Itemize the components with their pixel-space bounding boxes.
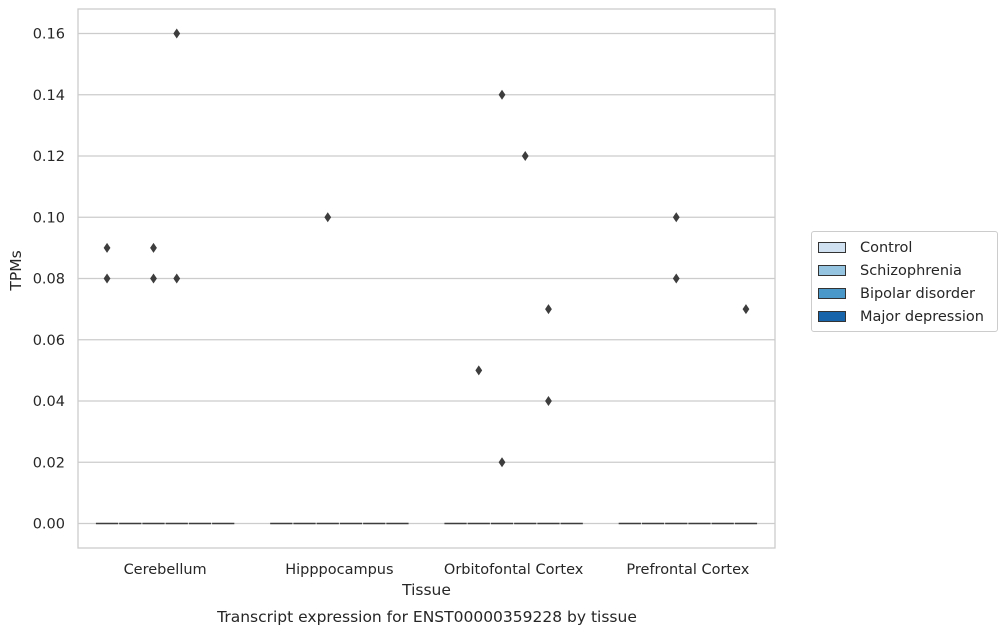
x-axis-label: Tissue: [401, 581, 451, 599]
legend-swatch: [818, 288, 846, 299]
y-tick-label: 0.10: [33, 210, 65, 226]
y-tick-label: 0.06: [33, 333, 65, 349]
legend-label: Bipolar disorder: [860, 285, 975, 302]
outlier-point: [103, 273, 111, 284]
outlier-point: [672, 212, 680, 223]
legend-swatch: [818, 311, 846, 322]
x-tick-label: Cerebellum: [124, 562, 207, 578]
y-tick-label: 0.12: [33, 149, 65, 165]
y-tick-label: 0.14: [33, 88, 65, 104]
outlier-point: [545, 304, 552, 315]
plot-frame: [77, 8, 776, 549]
y-tick-label: 0.00: [33, 517, 65, 533]
outlier-point: [173, 273, 181, 284]
outlier-point: [498, 89, 506, 100]
y-tick-label: 0.02: [33, 455, 65, 471]
outlier-point: [103, 242, 111, 253]
x-tick-label: Prefrontal Cortex: [626, 562, 749, 578]
legend-label: Control: [860, 239, 913, 256]
outlier-point: [498, 457, 506, 468]
legend-swatch: [818, 242, 846, 253]
x-tick-label: Orbitofontal Cortex: [444, 562, 584, 578]
legend-label: Schizophrenia: [860, 262, 962, 279]
outlier-point: [324, 212, 332, 223]
legend-item: Major depression: [812, 305, 997, 328]
chart-title: Transcript expression for ENST0000035922…: [216, 608, 637, 626]
outlier-points: [103, 28, 750, 468]
outlier-point: [672, 273, 680, 284]
x-tick-label: Hipppocampus: [285, 562, 393, 578]
outlier-point: [150, 242, 157, 253]
legend-label: Major depression: [860, 308, 984, 325]
outlier-point: [173, 28, 181, 39]
legend-item: Control: [812, 236, 997, 259]
legend-item: Bipolar disorder: [812, 282, 997, 305]
y-axis-label: TPMs: [7, 250, 25, 291]
legend-item: Schizophrenia: [812, 259, 997, 282]
legend-swatch: [818, 265, 846, 276]
outlier-point: [742, 304, 750, 315]
x-axis: Cerebellum Hipppocampus Orbitofontal Corte…: [124, 562, 750, 578]
outlier-point: [521, 151, 529, 161]
y-tick-label: 0.16: [33, 27, 65, 43]
outlier-point: [545, 396, 552, 406]
y-tick-label: 0.04: [33, 394, 65, 410]
outlier-point: [475, 365, 483, 376]
outlier-point: [150, 273, 157, 284]
legend: Control Schizophrenia Bipolar disorder Majo…: [811, 231, 998, 332]
y-axis: 0.00 0.02 0.04 0.06 0.08 0.10 0.12 0.14 0.16: [33, 27, 65, 533]
grid-lines: [78, 32, 775, 525]
y-tick-label: 0.08: [33, 272, 65, 288]
